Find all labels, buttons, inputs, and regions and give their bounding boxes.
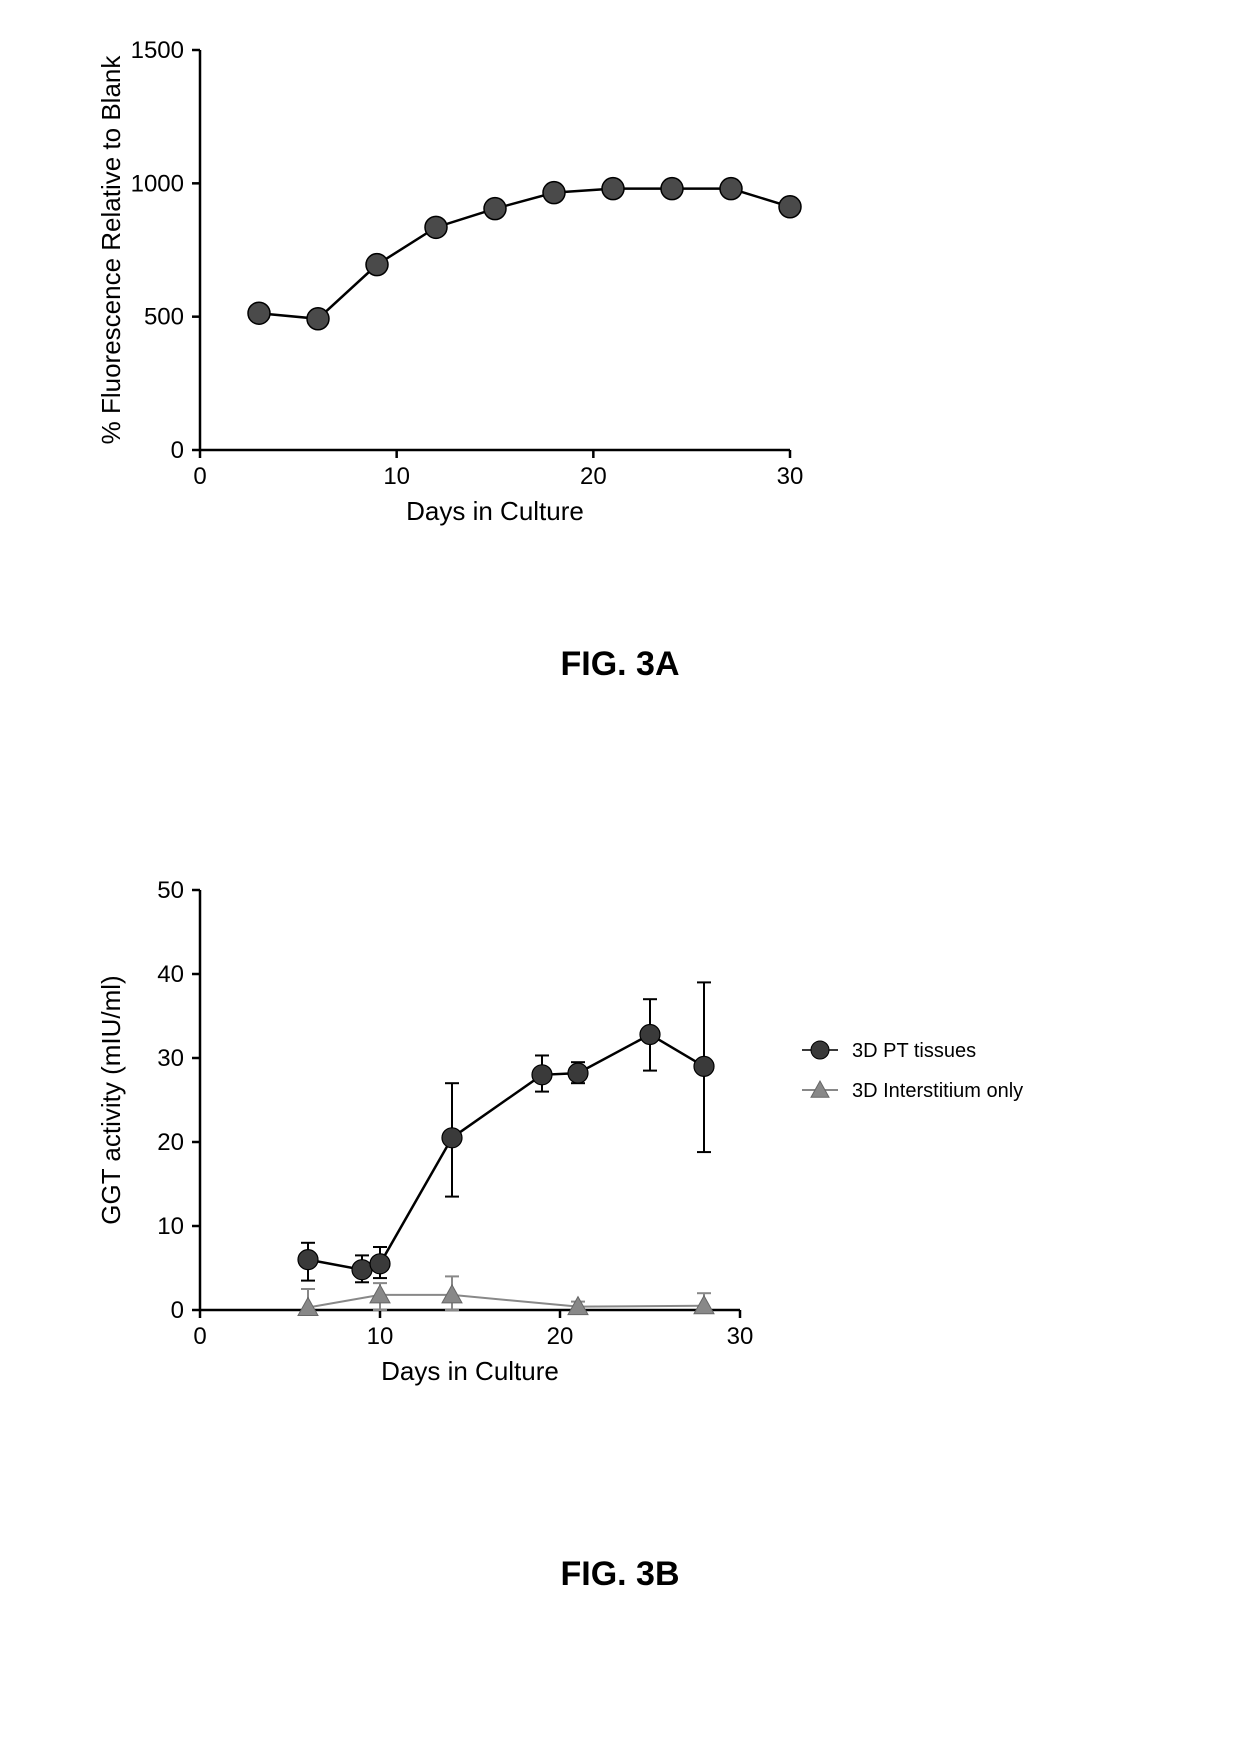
svg-text:10: 10 bbox=[157, 1213, 184, 1240]
figure-label-3b: FIG. 3B bbox=[0, 1555, 1240, 1594]
svg-text:50: 50 bbox=[157, 877, 184, 904]
svg-text:20: 20 bbox=[547, 1323, 574, 1350]
svg-text:% Fluorescence Relative to Bla: % Fluorescence Relative to Blank bbox=[96, 55, 126, 445]
svg-text:10: 10 bbox=[383, 463, 410, 490]
svg-text:20: 20 bbox=[580, 463, 607, 490]
svg-text:1000: 1000 bbox=[131, 170, 184, 197]
svg-text:0: 0 bbox=[171, 1297, 184, 1324]
svg-text:30: 30 bbox=[777, 463, 804, 490]
svg-text:3D Interstitium only: 3D Interstitium only bbox=[852, 1080, 1023, 1102]
svg-text:30: 30 bbox=[727, 1323, 754, 1350]
svg-text:500: 500 bbox=[144, 304, 184, 331]
svg-text:Days in Culture: Days in Culture bbox=[381, 1356, 559, 1386]
svg-text:3D PT tissues: 3D PT tissues bbox=[852, 1040, 976, 1062]
svg-text:20: 20 bbox=[157, 1129, 184, 1156]
svg-text:0: 0 bbox=[193, 1323, 206, 1350]
svg-text:0: 0 bbox=[171, 437, 184, 464]
svg-text:GGT activity (mIU/ml): GGT activity (mIU/ml) bbox=[96, 975, 126, 1224]
svg-text:10: 10 bbox=[367, 1323, 394, 1350]
svg-text:40: 40 bbox=[157, 961, 184, 988]
svg-text:1500: 1500 bbox=[131, 37, 184, 64]
svg-text:Days in Culture: Days in Culture bbox=[406, 496, 584, 526]
svg-text:0: 0 bbox=[193, 463, 206, 490]
figure-label-3a: FIG. 3A bbox=[0, 645, 1240, 684]
chart-fig3b: 0 10 20 30 0 10 20 30 40 50 Days in Culture GGT act… bbox=[70, 870, 1170, 1430]
svg-text:30: 30 bbox=[157, 1045, 184, 1072]
chart-fig3a: 0 10 20 30 0 500 1000 1500 Days in Culture % Fluo… bbox=[60, 30, 860, 550]
